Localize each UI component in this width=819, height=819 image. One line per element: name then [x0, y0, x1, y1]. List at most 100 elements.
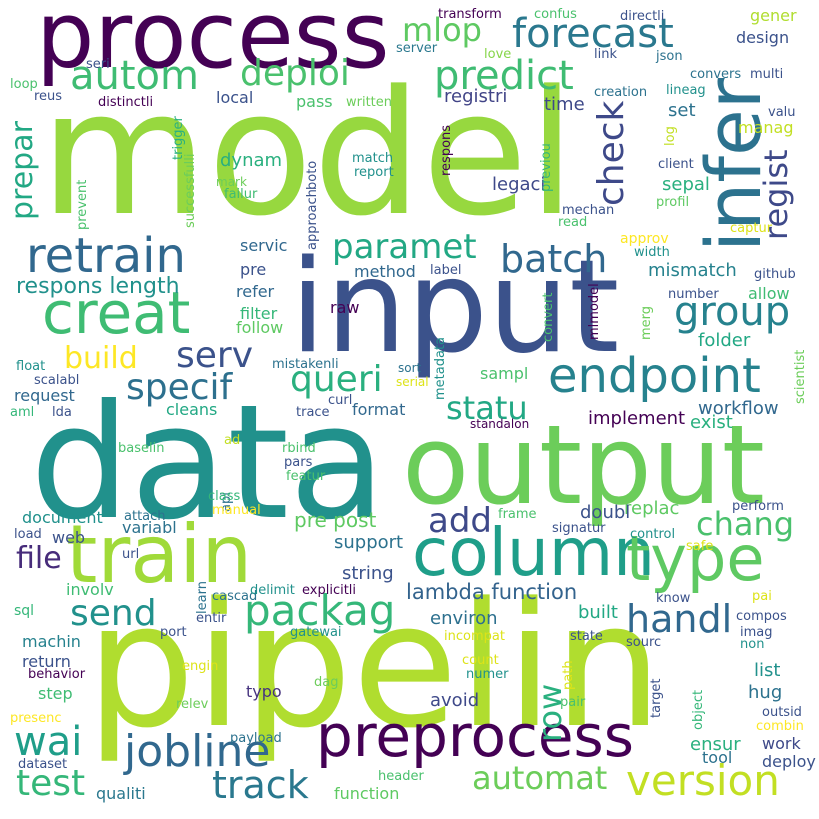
word: failur — [224, 187, 258, 202]
word: signatur — [552, 521, 606, 536]
word: delimit — [250, 583, 295, 598]
word: approv — [620, 231, 669, 247]
word: sql — [14, 603, 35, 619]
word: cleans — [166, 400, 218, 419]
word: mechan — [562, 203, 615, 218]
word: object — [691, 689, 706, 730]
word: non — [740, 637, 765, 652]
word: deploi — [240, 53, 350, 94]
word: serv — [176, 335, 254, 376]
word: method — [354, 262, 416, 281]
word: build — [64, 341, 138, 376]
word: successfulli — [183, 153, 198, 228]
word: log — [663, 126, 678, 146]
word: send — [70, 593, 157, 634]
word: document — [22, 508, 103, 527]
word: pipelin — [86, 565, 663, 766]
word: lambda function — [406, 580, 578, 604]
word: list — [754, 660, 781, 681]
word: servic — [240, 236, 288, 255]
word: header — [378, 769, 424, 784]
word: pai — [752, 589, 772, 604]
word: mistakenli — [272, 357, 339, 372]
word: file — [16, 541, 62, 576]
word: sepal — [662, 174, 710, 195]
word: entir — [196, 611, 227, 626]
word: path — [561, 660, 576, 690]
word: involv — [66, 580, 114, 599]
word: outsid — [762, 705, 802, 720]
word: track — [212, 763, 309, 807]
word: deploy — [762, 752, 816, 771]
word: refer — [236, 282, 275, 301]
word: learn — [195, 581, 210, 614]
word: count — [462, 653, 499, 668]
word: creat — [42, 279, 191, 347]
word: behavior — [28, 667, 86, 682]
word: time — [544, 94, 585, 115]
word: preprocess — [316, 702, 634, 770]
word: read — [558, 215, 588, 230]
word: automat — [472, 759, 608, 797]
word: set — [668, 100, 696, 121]
word: format — [352, 400, 406, 419]
word: target — [649, 678, 664, 718]
word: trace — [296, 405, 330, 420]
word: pars — [284, 455, 313, 470]
word: written — [346, 95, 393, 110]
word: confus — [534, 7, 577, 22]
word: environ — [430, 608, 498, 629]
word: handl — [626, 597, 733, 641]
word: mismatch — [648, 260, 737, 281]
word: string — [342, 563, 394, 584]
word: respons — [439, 124, 454, 176]
word: registri — [444, 86, 508, 107]
word: request — [14, 386, 75, 405]
word: add — [428, 501, 492, 541]
word: step — [38, 684, 73, 703]
word: frame — [498, 507, 537, 522]
word: specif — [126, 367, 233, 408]
word: json — [656, 49, 683, 64]
word: load — [14, 527, 42, 542]
word: web — [52, 528, 86, 547]
word: state — [570, 629, 603, 644]
word: mlop — [402, 11, 482, 49]
word: combin — [756, 719, 804, 734]
word: work — [762, 734, 801, 753]
word: numer — [466, 667, 509, 682]
word: width — [634, 245, 670, 260]
word: match — [352, 151, 394, 166]
word: process — [36, 0, 390, 89]
word: explicitli — [302, 583, 357, 598]
word: link — [594, 47, 617, 62]
word: implement — [588, 408, 686, 429]
word: dataset — [18, 757, 68, 772]
word: serial — [396, 375, 429, 389]
word: perform — [732, 499, 784, 514]
word: rbind — [282, 441, 316, 456]
word: raw — [330, 298, 360, 317]
word: cascad — [212, 589, 258, 604]
word: chang — [696, 505, 795, 543]
word: report — [354, 165, 394, 180]
word: paramet — [332, 227, 477, 267]
word: pass — [296, 92, 333, 111]
word: server — [396, 41, 438, 56]
word: input — [290, 233, 620, 382]
word: autom — [70, 53, 199, 99]
word: attach — [124, 509, 166, 524]
word: presenc — [10, 711, 62, 726]
word: hug — [748, 682, 783, 703]
word: respons length — [16, 274, 180, 299]
word: data — [30, 371, 386, 555]
word: machin — [22, 632, 81, 651]
word: design — [736, 28, 790, 47]
word: gener — [750, 6, 797, 25]
word: imag — [740, 625, 773, 640]
word: avoid — [430, 690, 480, 711]
word: test — [16, 763, 86, 804]
word: mlmodel — [587, 283, 602, 340]
word: standalon — [470, 417, 530, 431]
word: batch — [500, 237, 608, 281]
